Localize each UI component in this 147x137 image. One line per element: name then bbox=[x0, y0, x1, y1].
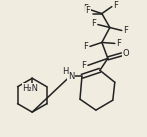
Text: N: N bbox=[68, 72, 74, 81]
Text: F: F bbox=[123, 26, 128, 35]
Text: F: F bbox=[83, 42, 88, 51]
Text: O: O bbox=[122, 49, 129, 58]
Text: F: F bbox=[83, 4, 88, 13]
Text: F: F bbox=[113, 1, 118, 10]
Text: F: F bbox=[116, 39, 121, 48]
Text: F: F bbox=[91, 19, 96, 28]
Text: F: F bbox=[82, 61, 86, 70]
Text: H: H bbox=[62, 67, 68, 76]
Text: F: F bbox=[86, 6, 90, 15]
Text: H₂N: H₂N bbox=[22, 84, 38, 93]
